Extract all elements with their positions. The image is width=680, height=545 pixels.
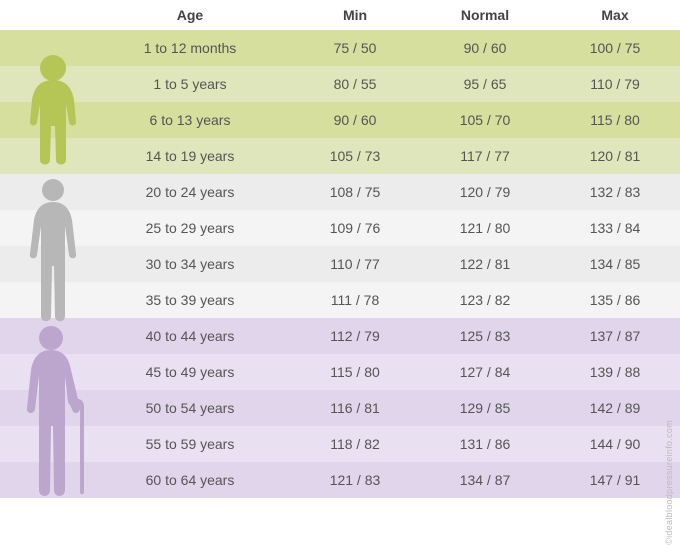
table-row: 45 to 49 years115 / 80127 / 84139 / 88 (0, 354, 680, 390)
cell-normal: 90 / 60 (420, 40, 550, 56)
table-row: 35 to 39 years111 / 78123 / 82135 / 86 (0, 282, 680, 318)
cell-min: 118 / 82 (290, 436, 420, 452)
cell-normal: 120 / 79 (420, 184, 550, 200)
cell-min: 75 / 50 (290, 40, 420, 56)
cell-max: 133 / 84 (550, 220, 680, 236)
cell-age: 20 to 24 years (90, 184, 290, 200)
cell-min: 116 / 81 (290, 400, 420, 416)
cell-normal: 127 / 84 (420, 364, 550, 380)
cell-normal: 129 / 85 (420, 400, 550, 416)
cell-age: 1 to 12 months (90, 40, 290, 56)
cell-max: 135 / 86 (550, 292, 680, 308)
cell-age: 35 to 39 years (90, 292, 290, 308)
table-row: 14 to 19 years105 / 73117 / 77120 / 81 (0, 138, 680, 174)
cell-max: 134 / 85 (550, 256, 680, 272)
cell-min: 121 / 83 (290, 472, 420, 488)
cell-age: 45 to 49 years (90, 364, 290, 380)
cell-age: 6 to 13 years (90, 112, 290, 128)
cell-max: 100 / 75 (550, 40, 680, 56)
cell-min: 108 / 75 (290, 184, 420, 200)
cell-max: 147 / 91 (550, 472, 680, 488)
table-row: 25 to 29 years109 / 76121 / 80133 / 84 (0, 210, 680, 246)
cell-age: 30 to 34 years (90, 256, 290, 272)
table-row: 6 to 13 years90 / 60105 / 70115 / 80 (0, 102, 680, 138)
cell-max: 132 / 83 (550, 184, 680, 200)
cell-normal: 95 / 65 (420, 76, 550, 92)
bp-table: Age Min Normal Max 1 to 12 months75 / 50… (0, 0, 680, 498)
credit-text: ©idealbloodpressureinfo.com (664, 420, 674, 545)
cell-min: 111 / 78 (290, 292, 420, 308)
table-row: 1 to 12 months75 / 5090 / 60100 / 75 (0, 30, 680, 66)
col-normal: Normal (420, 7, 550, 23)
cell-max: 137 / 87 (550, 328, 680, 344)
cell-normal: 134 / 87 (420, 472, 550, 488)
table-row: 55 to 59 years118 / 82131 / 86144 / 90 (0, 426, 680, 462)
col-min: Min (290, 7, 420, 23)
cell-normal: 105 / 70 (420, 112, 550, 128)
cell-normal: 122 / 81 (420, 256, 550, 272)
cell-age: 1 to 5 years (90, 76, 290, 92)
cell-max: 115 / 80 (550, 112, 680, 128)
cell-age: 14 to 19 years (90, 148, 290, 164)
col-age: Age (90, 7, 290, 23)
cell-max: 110 / 79 (550, 76, 680, 92)
cell-age: 50 to 54 years (90, 400, 290, 416)
table-row: 30 to 34 years110 / 77122 / 81134 / 85 (0, 246, 680, 282)
cell-normal: 117 / 77 (420, 148, 550, 164)
cell-min: 109 / 76 (290, 220, 420, 236)
cell-max: 120 / 81 (550, 148, 680, 164)
cell-min: 115 / 80 (290, 364, 420, 380)
cell-max: 142 / 89 (550, 400, 680, 416)
cell-min: 112 / 79 (290, 328, 420, 344)
cell-age: 40 to 44 years (90, 328, 290, 344)
table-header: Age Min Normal Max (0, 0, 680, 30)
cell-age: 60 to 64 years (90, 472, 290, 488)
table-row: 60 to 64 years121 / 83134 / 87147 / 91 (0, 462, 680, 498)
cell-min: 105 / 73 (290, 148, 420, 164)
cell-min: 90 / 60 (290, 112, 420, 128)
cell-age: 55 to 59 years (90, 436, 290, 452)
cell-age: 25 to 29 years (90, 220, 290, 236)
cell-normal: 123 / 82 (420, 292, 550, 308)
cell-max: 144 / 90 (550, 436, 680, 452)
table-row: 1 to 5 years80 / 5595 / 65110 / 79 (0, 66, 680, 102)
table-row: 50 to 54 years116 / 81129 / 85142 / 89 (0, 390, 680, 426)
cell-normal: 121 / 80 (420, 220, 550, 236)
table-row: 40 to 44 years112 / 79125 / 83137 / 87 (0, 318, 680, 354)
table-row: 20 to 24 years108 / 75120 / 79132 / 83 (0, 174, 680, 210)
col-max: Max (550, 7, 680, 23)
cell-min: 110 / 77 (290, 256, 420, 272)
cell-max: 139 / 88 (550, 364, 680, 380)
cell-min: 80 / 55 (290, 76, 420, 92)
cell-normal: 131 / 86 (420, 436, 550, 452)
cell-normal: 125 / 83 (420, 328, 550, 344)
